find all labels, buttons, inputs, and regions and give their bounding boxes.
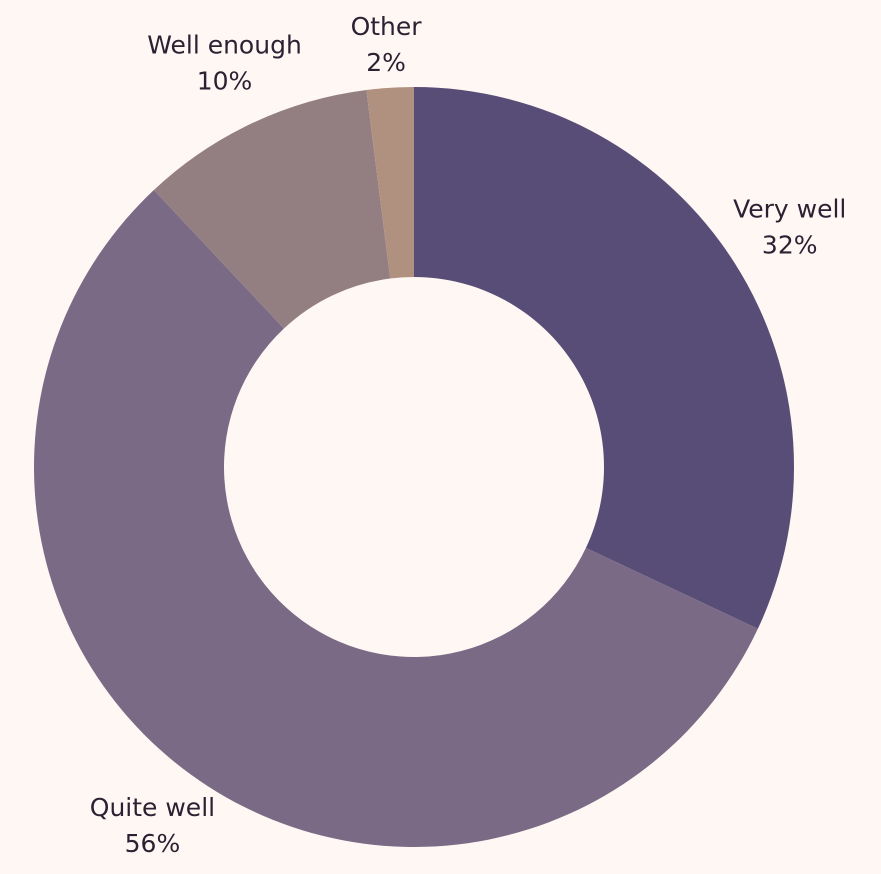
slice-value-label: 32% — [762, 231, 818, 260]
donut-slice — [366, 87, 414, 279]
slice-value-label: 2% — [366, 48, 406, 77]
slice-label: Quite well — [90, 793, 215, 822]
slice-label: Very well — [733, 195, 846, 224]
slice-label: Well enough — [147, 30, 302, 59]
slice-value-label: 10% — [197, 66, 253, 95]
donut-slice — [34, 189, 758, 847]
donut-slice — [153, 89, 391, 329]
donut-slice — [414, 87, 794, 629]
slice-value-label: 56% — [125, 829, 181, 858]
slice-label: Other — [351, 12, 423, 41]
